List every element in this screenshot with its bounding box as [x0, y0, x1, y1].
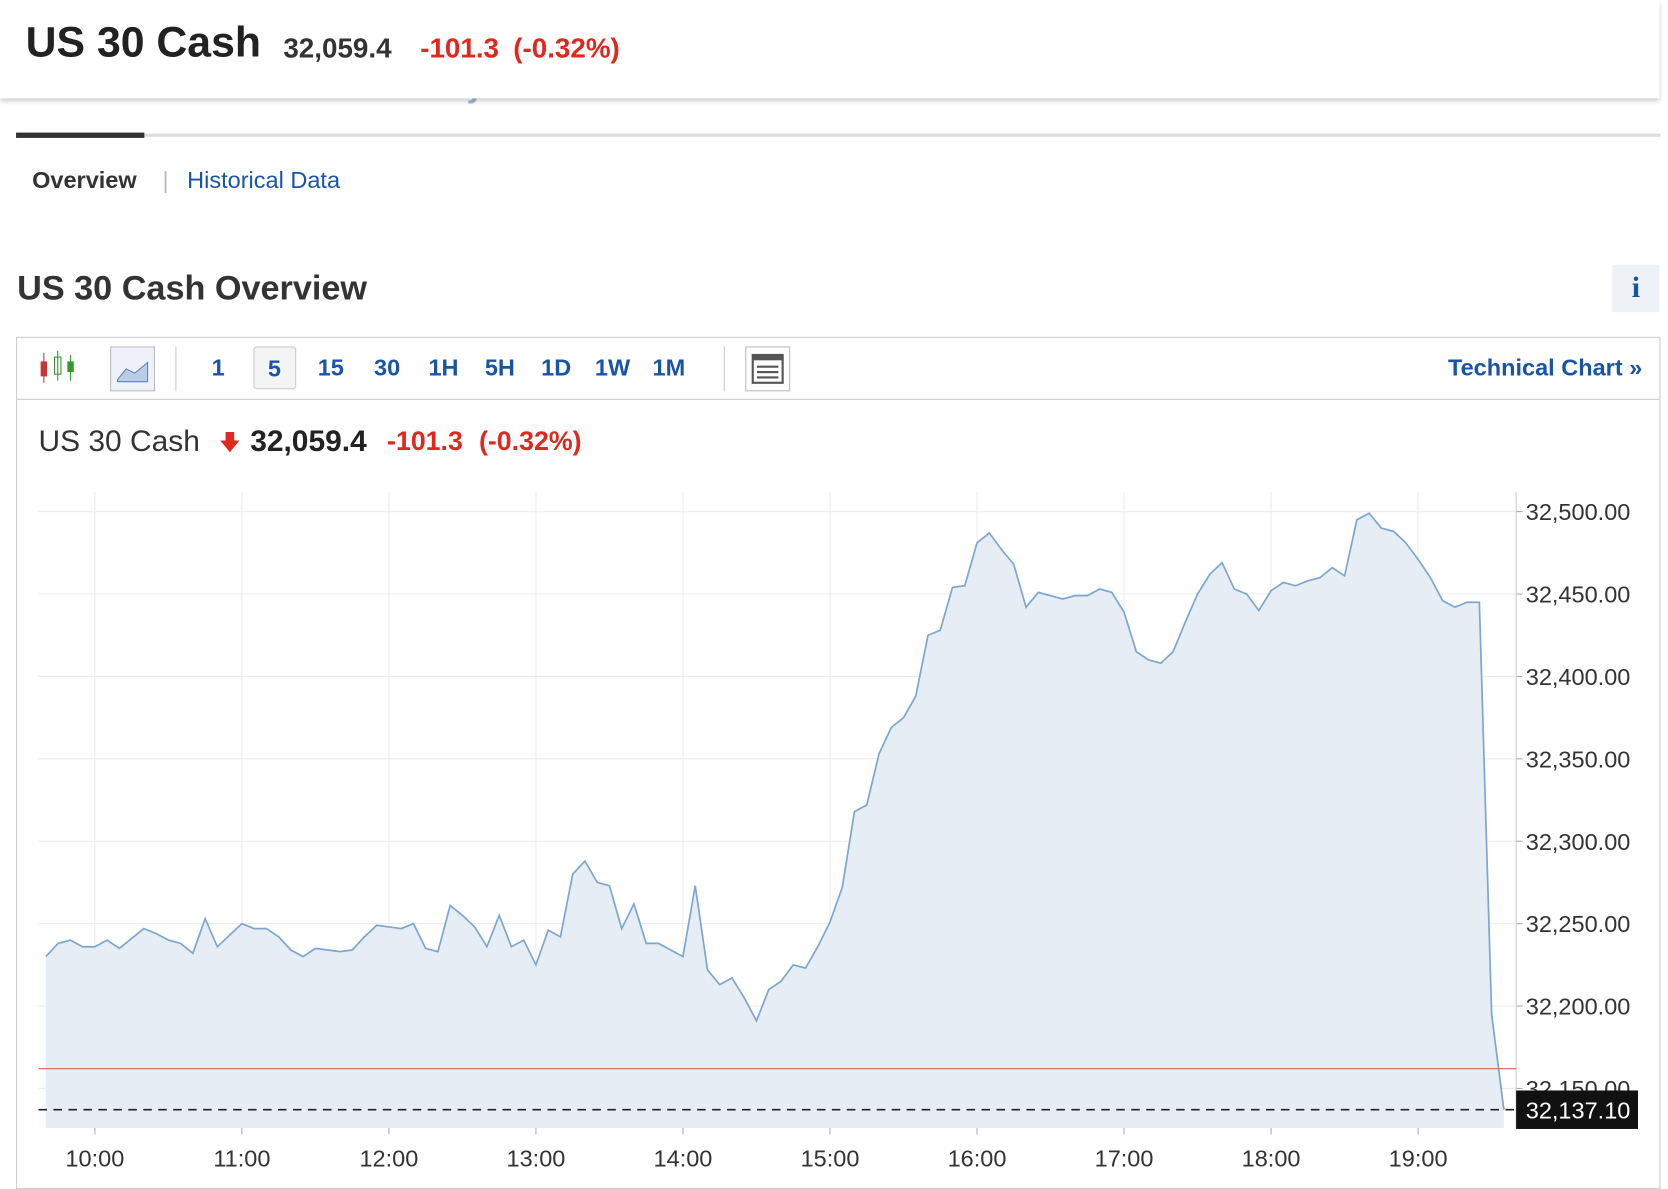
interval-button[interactable]: 5: [253, 346, 296, 390]
interval-button[interactable]: 1D: [541, 353, 572, 381]
x-tick-label: 14:00: [654, 1145, 713, 1171]
toolbar-border: [17, 398, 1660, 400]
down-arrow: [220, 431, 240, 453]
interval-button[interactable]: 1H: [428, 353, 459, 381]
interval-button[interactable]: 15: [317, 353, 344, 381]
chart-instrument: US 30 Cash: [38, 424, 200, 458]
y-tick-label: 32,500.00: [1526, 499, 1631, 525]
current-price-label: 32,137.10: [1526, 1097, 1631, 1123]
x-tick-label: 11:00: [213, 1145, 270, 1171]
interval-button[interactable]: 30: [374, 353, 401, 381]
y-tick-label: 32,300.00: [1526, 829, 1631, 855]
sticky-header: US 30 Cash 32,059.4 -101.3 (-0.32%): [0, 0, 1660, 99]
y-tick-label: 32,200.00: [1526, 994, 1631, 1020]
instrument-title: US 30 Cash: [25, 19, 262, 67]
section-title: US 30 Cash Overview: [17, 268, 368, 307]
x-tick-label: 19:00: [1389, 1145, 1448, 1171]
change: -101.3: [420, 32, 500, 65]
x-tick-label: 16:00: [948, 1145, 1007, 1171]
interval-button[interactable]: 1W: [594, 353, 631, 381]
separator: |: [162, 166, 169, 194]
x-tick-label: 17:00: [1095, 1145, 1154, 1171]
separator: [723, 346, 725, 392]
interval-button[interactable]: 5H: [484, 353, 515, 381]
separator: [175, 346, 177, 392]
subnav-historical[interactable]: Historical Data: [187, 166, 341, 194]
chart-price: 32,059.4: [250, 424, 367, 458]
price: 32,059.4: [283, 32, 392, 65]
x-tick-label: 13:00: [507, 1145, 566, 1171]
change-percent: (-0.32%): [513, 32, 620, 65]
x-tick-label: 10:00: [65, 1145, 124, 1171]
layout-icon[interactable]: [745, 346, 791, 392]
active-tab-indicator: [16, 132, 145, 138]
y-tick-label: 32,400.00: [1526, 664, 1631, 690]
x-tick-label: 12:00: [359, 1145, 418, 1171]
info-button[interactable]: i: [1612, 265, 1660, 313]
chart-change: -101.3: [387, 426, 463, 457]
y-tick-label: 32,350.00: [1526, 746, 1631, 772]
y-tick-label: 32,250.00: [1526, 911, 1631, 937]
x-tick-label: 18:00: [1242, 1145, 1301, 1171]
y-tick-label: 32,450.00: [1526, 582, 1631, 608]
chart-change-percent: (-0.32%): [479, 426, 582, 457]
current-price-box: [1516, 1090, 1639, 1129]
tab-underline: [16, 133, 1661, 137]
area-icon[interactable]: [110, 346, 156, 392]
candlestick-icon[interactable]: [38, 349, 76, 387]
price-line: [45, 512, 1505, 1110]
interval-button[interactable]: 1: [211, 353, 225, 381]
x-tick-label: 15:00: [801, 1145, 860, 1171]
technical-chart-link[interactable]: Technical Chart »: [1447, 353, 1643, 381]
subnav-overview[interactable]: Overview: [32, 166, 137, 194]
interval-button[interactable]: 1M: [652, 353, 686, 381]
area-fill: [45, 513, 1504, 1129]
